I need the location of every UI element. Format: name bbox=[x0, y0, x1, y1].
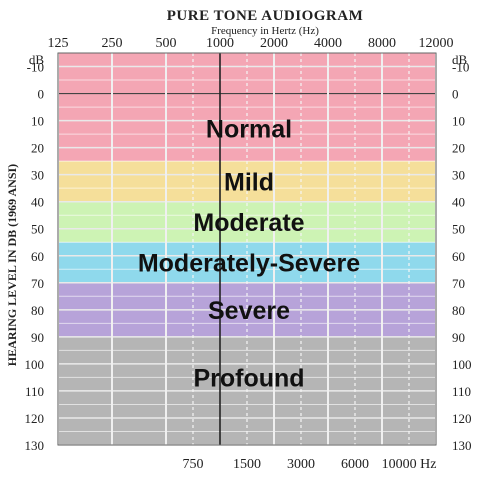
plot-frame bbox=[57, 52, 437, 446]
y-tick-label-left: 30 bbox=[31, 168, 44, 183]
y-tick-label-left: 80 bbox=[31, 303, 44, 318]
y-tick-label-left: 0 bbox=[38, 87, 45, 102]
x-tick-label-top: 2000 bbox=[260, 36, 288, 51]
band-label-profound: Profound bbox=[193, 364, 304, 392]
y-tick-label-left: 90 bbox=[31, 330, 44, 345]
x-tick-label-bottom: 3000 bbox=[287, 457, 315, 472]
y-tick-label-right: 100 bbox=[452, 357, 472, 372]
y-tick-label-right: 90 bbox=[452, 330, 465, 345]
x-tick-label-bottom: 6000 bbox=[341, 457, 369, 472]
y-tick-label-right: 130 bbox=[452, 438, 472, 453]
x-tick-label-bottom: 10000 Hz bbox=[382, 457, 437, 472]
x-tick-label-top: 8000 bbox=[368, 36, 396, 51]
y-unit-left: dB bbox=[29, 52, 45, 67]
y-tick-label-right: 10 bbox=[452, 114, 465, 129]
x-tick-label-bottom: 1500 bbox=[233, 457, 261, 472]
y-tick-label-left: -10 bbox=[27, 60, 44, 75]
x-tick-label-bottom: 750 bbox=[183, 457, 204, 472]
y-tick-label-right: 50 bbox=[452, 222, 465, 237]
y-tick-label-left: 120 bbox=[25, 411, 45, 426]
y-tick-label-right: -10 bbox=[452, 60, 469, 75]
band-label-mild: Mild bbox=[224, 168, 274, 196]
band-labels: Normal Mild Moderate Moderately-Severe Sever… bbox=[138, 116, 360, 393]
band-label-moderately-severe: Moderately-Severe bbox=[138, 250, 360, 278]
y-tick-label-right: 60 bbox=[452, 249, 465, 264]
y-tick-label-right: 80 bbox=[452, 303, 465, 318]
y-tick-label-left: 40 bbox=[31, 195, 44, 210]
band-label-moderate: Moderate bbox=[193, 209, 304, 237]
y-axis-label: HEARING LEVEL IN DB (1969 ANSI) bbox=[5, 164, 19, 366]
x-axis-label: Frequency in Hertz (Hz) bbox=[211, 25, 319, 37]
y-tick-label-left: 110 bbox=[25, 384, 44, 399]
y-tick-label-right: 110 bbox=[452, 384, 471, 399]
chart-title: PURE TONE AUDIOGRAM bbox=[167, 8, 363, 24]
y-tick-label-left: 70 bbox=[31, 276, 44, 291]
y-tick-label-left: 100 bbox=[25, 357, 45, 372]
y-unit-right: dB bbox=[452, 52, 468, 67]
y-tick-label-right: 120 bbox=[452, 411, 472, 426]
y-tick-label-right: 40 bbox=[452, 195, 465, 210]
x-tick-label-top: 125 bbox=[48, 36, 69, 51]
y-tick-label-right: 20 bbox=[452, 141, 465, 156]
x-tick-label-top: 500 bbox=[156, 36, 177, 51]
y-tick-label-left: 10 bbox=[31, 114, 44, 129]
y-tick-label-right: 70 bbox=[452, 276, 465, 291]
y-tick-label-right: 30 bbox=[452, 168, 465, 183]
y-tick-label-left: 60 bbox=[31, 249, 44, 264]
y-tick-label-left: 50 bbox=[31, 222, 44, 237]
y-tick-label-left: 130 bbox=[25, 438, 45, 453]
band-label-severe: Severe bbox=[208, 297, 290, 325]
y-tick-label-left: 20 bbox=[31, 141, 44, 156]
x-tick-label-top: 4000 bbox=[314, 36, 342, 51]
x-tick-label-top: 1000 bbox=[206, 36, 234, 51]
x-tick-label-top: 12000 bbox=[419, 36, 454, 51]
band-label-normal: Normal bbox=[206, 116, 292, 144]
x-tick-label-top: 250 bbox=[102, 36, 123, 51]
grid-lines bbox=[57, 52, 437, 446]
y-tick-label-right: 0 bbox=[452, 87, 459, 102]
